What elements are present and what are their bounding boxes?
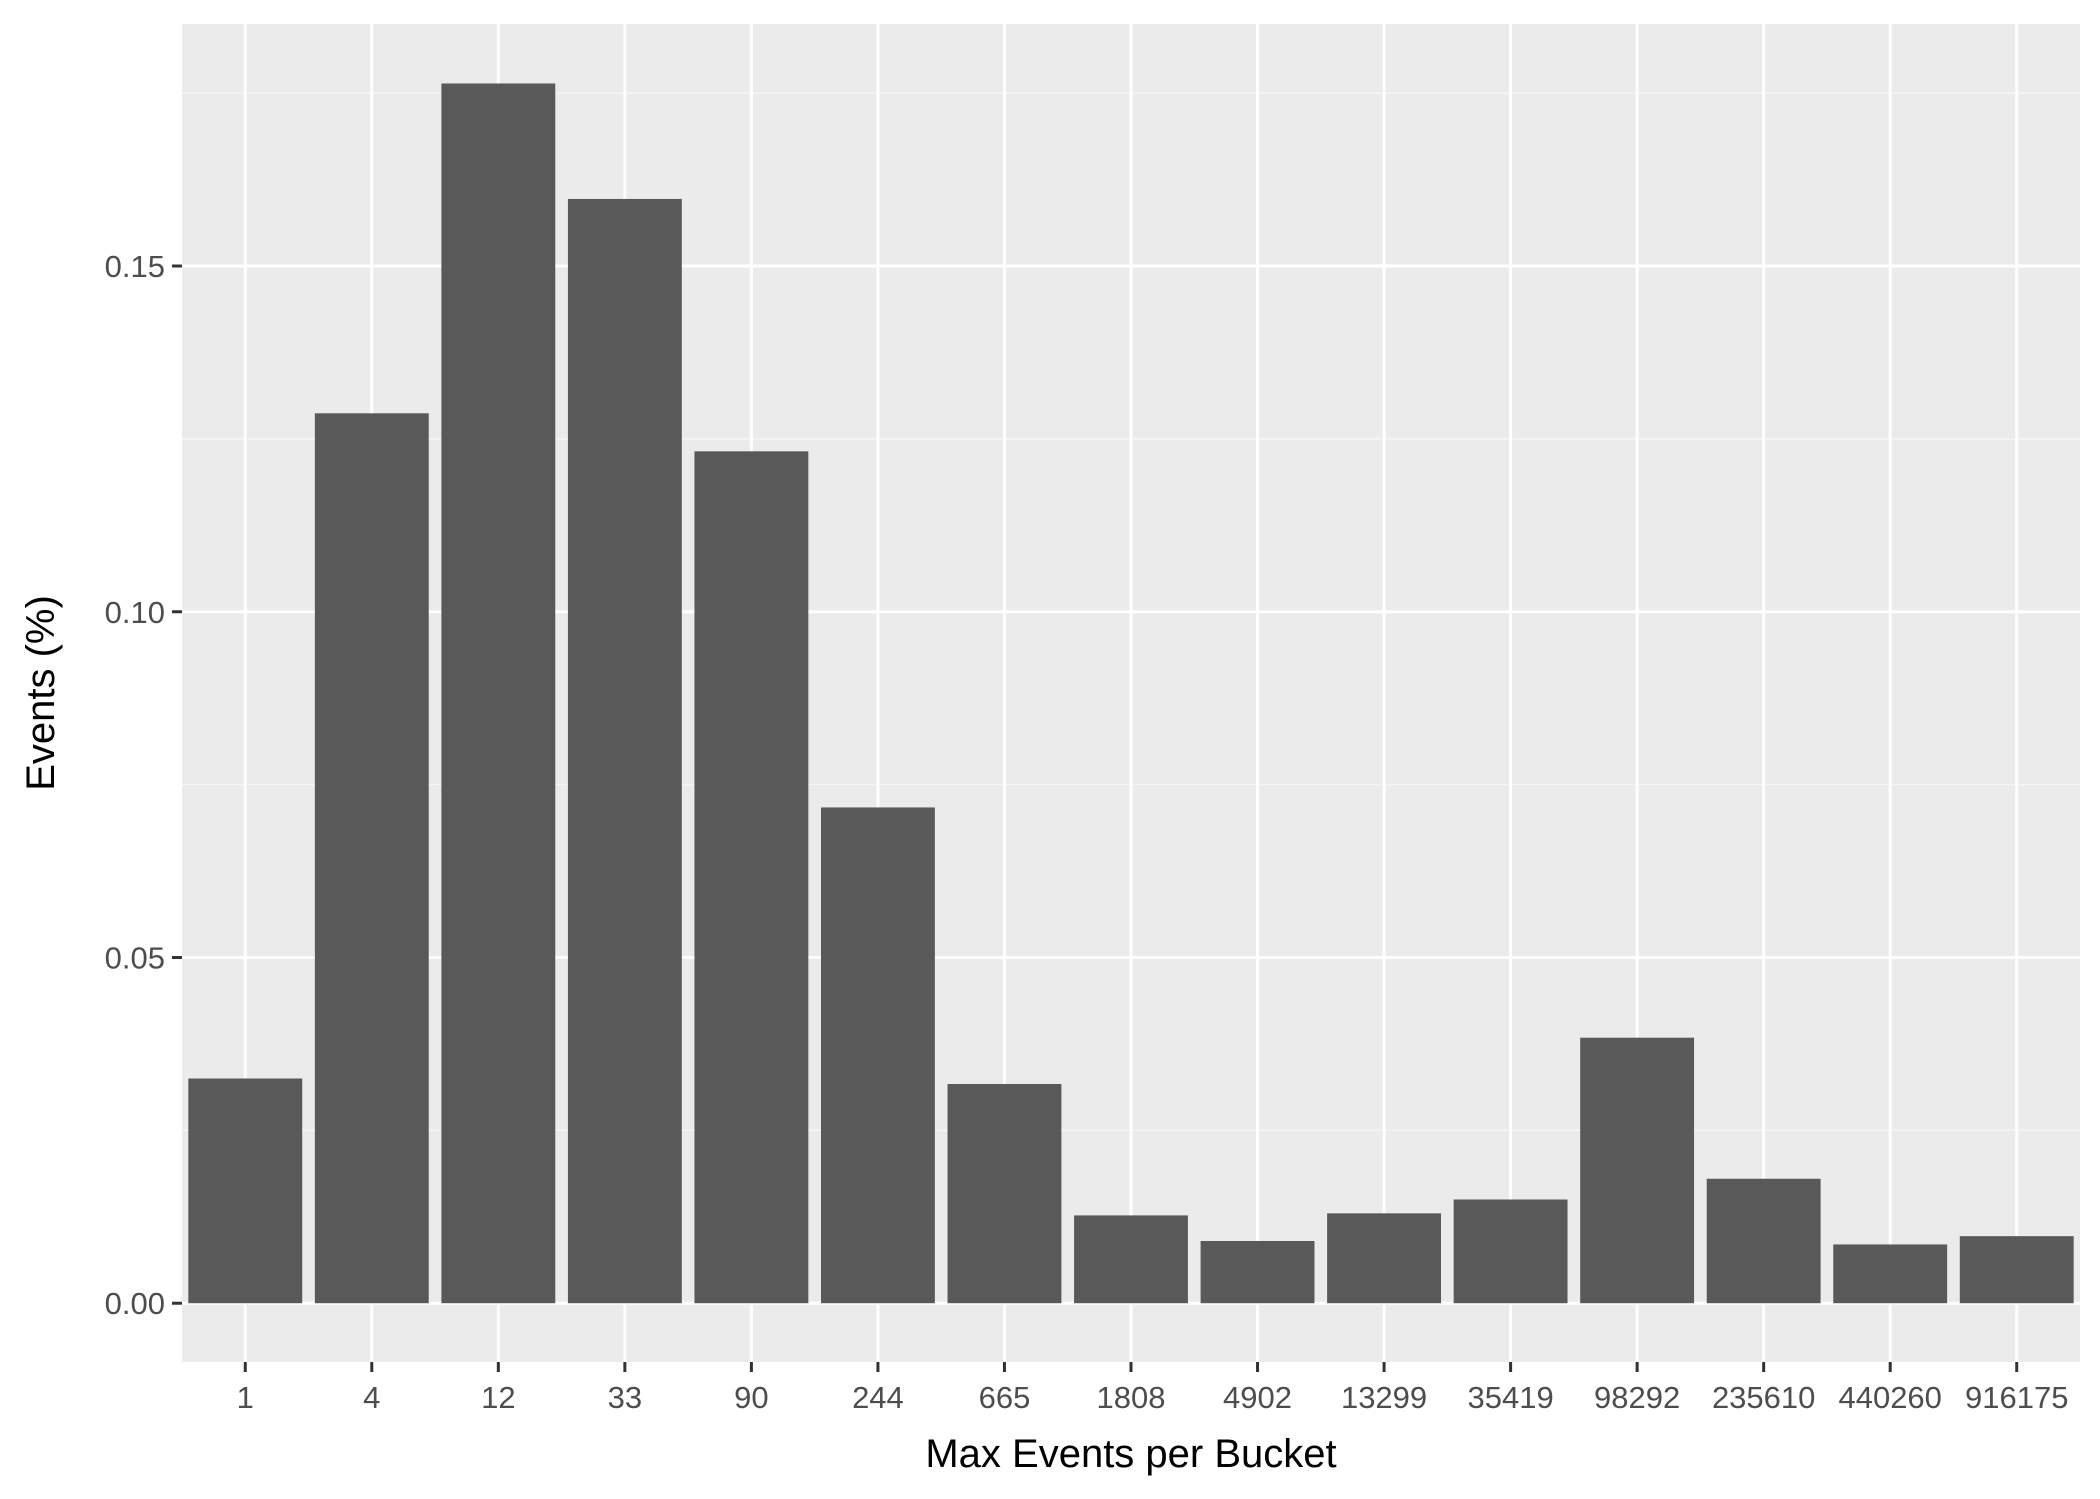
x-tick-label-90: 90 bbox=[734, 1380, 768, 1415]
y-tick-label-0.10: 0.10 bbox=[105, 595, 165, 630]
x-axis: 1 4 12 33 90 244 665 1808 4902 13299 35419 98292 235… bbox=[237, 1362, 2068, 1415]
bar-13299 bbox=[1327, 1213, 1442, 1304]
x-tick-label-665: 665 bbox=[979, 1380, 1031, 1415]
y-tick-label-0.05: 0.05 bbox=[105, 940, 165, 975]
x-tick-label-33: 33 bbox=[608, 1380, 642, 1415]
bar-90 bbox=[694, 451, 809, 1304]
bar-4 bbox=[314, 413, 429, 1304]
x-tick-label-4902: 4902 bbox=[1223, 1380, 1292, 1415]
bar-1 bbox=[188, 1078, 303, 1304]
bar-98292 bbox=[1580, 1037, 1695, 1304]
x-tick-label-440260: 440260 bbox=[1838, 1380, 1941, 1415]
bar-33 bbox=[567, 198, 682, 1304]
y-tick-label-0.15: 0.15 bbox=[105, 249, 165, 284]
bar-235610 bbox=[1706, 1178, 1821, 1304]
bar-916175 bbox=[1959, 1236, 2074, 1304]
x-tick-label-98292: 98292 bbox=[1594, 1380, 1680, 1415]
x-tick-label-13299: 13299 bbox=[1341, 1380, 1427, 1415]
bar-4902 bbox=[1200, 1240, 1315, 1304]
x-tick-label-12: 12 bbox=[481, 1380, 515, 1415]
bar-12 bbox=[441, 83, 556, 1304]
bar-35419 bbox=[1453, 1199, 1568, 1304]
x-tick-label-916175: 916175 bbox=[1965, 1380, 2068, 1415]
y-axis: 0.00 0.05 0.10 0.15 bbox=[105, 249, 182, 1321]
bar-series bbox=[188, 83, 2074, 1304]
y-tick-label-0.00: 0.00 bbox=[105, 1286, 165, 1321]
x-tick-label-4: 4 bbox=[363, 1380, 380, 1415]
x-tick-label-35419: 35419 bbox=[1467, 1380, 1553, 1415]
bar-665 bbox=[947, 1084, 1062, 1304]
bar-440260 bbox=[1833, 1244, 1948, 1304]
bar-1808 bbox=[1074, 1215, 1188, 1304]
x-tick-label-1808: 1808 bbox=[1097, 1380, 1166, 1415]
y-axis-title: Events (%) bbox=[19, 595, 63, 791]
x-tick-label-244: 244 bbox=[852, 1380, 904, 1415]
x-axis-title: Max Events per Bucket bbox=[925, 1432, 1336, 1476]
bar-244 bbox=[820, 807, 935, 1304]
x-tick-label-235610: 235610 bbox=[1712, 1380, 1815, 1415]
x-tick-label-1: 1 bbox=[237, 1380, 254, 1415]
